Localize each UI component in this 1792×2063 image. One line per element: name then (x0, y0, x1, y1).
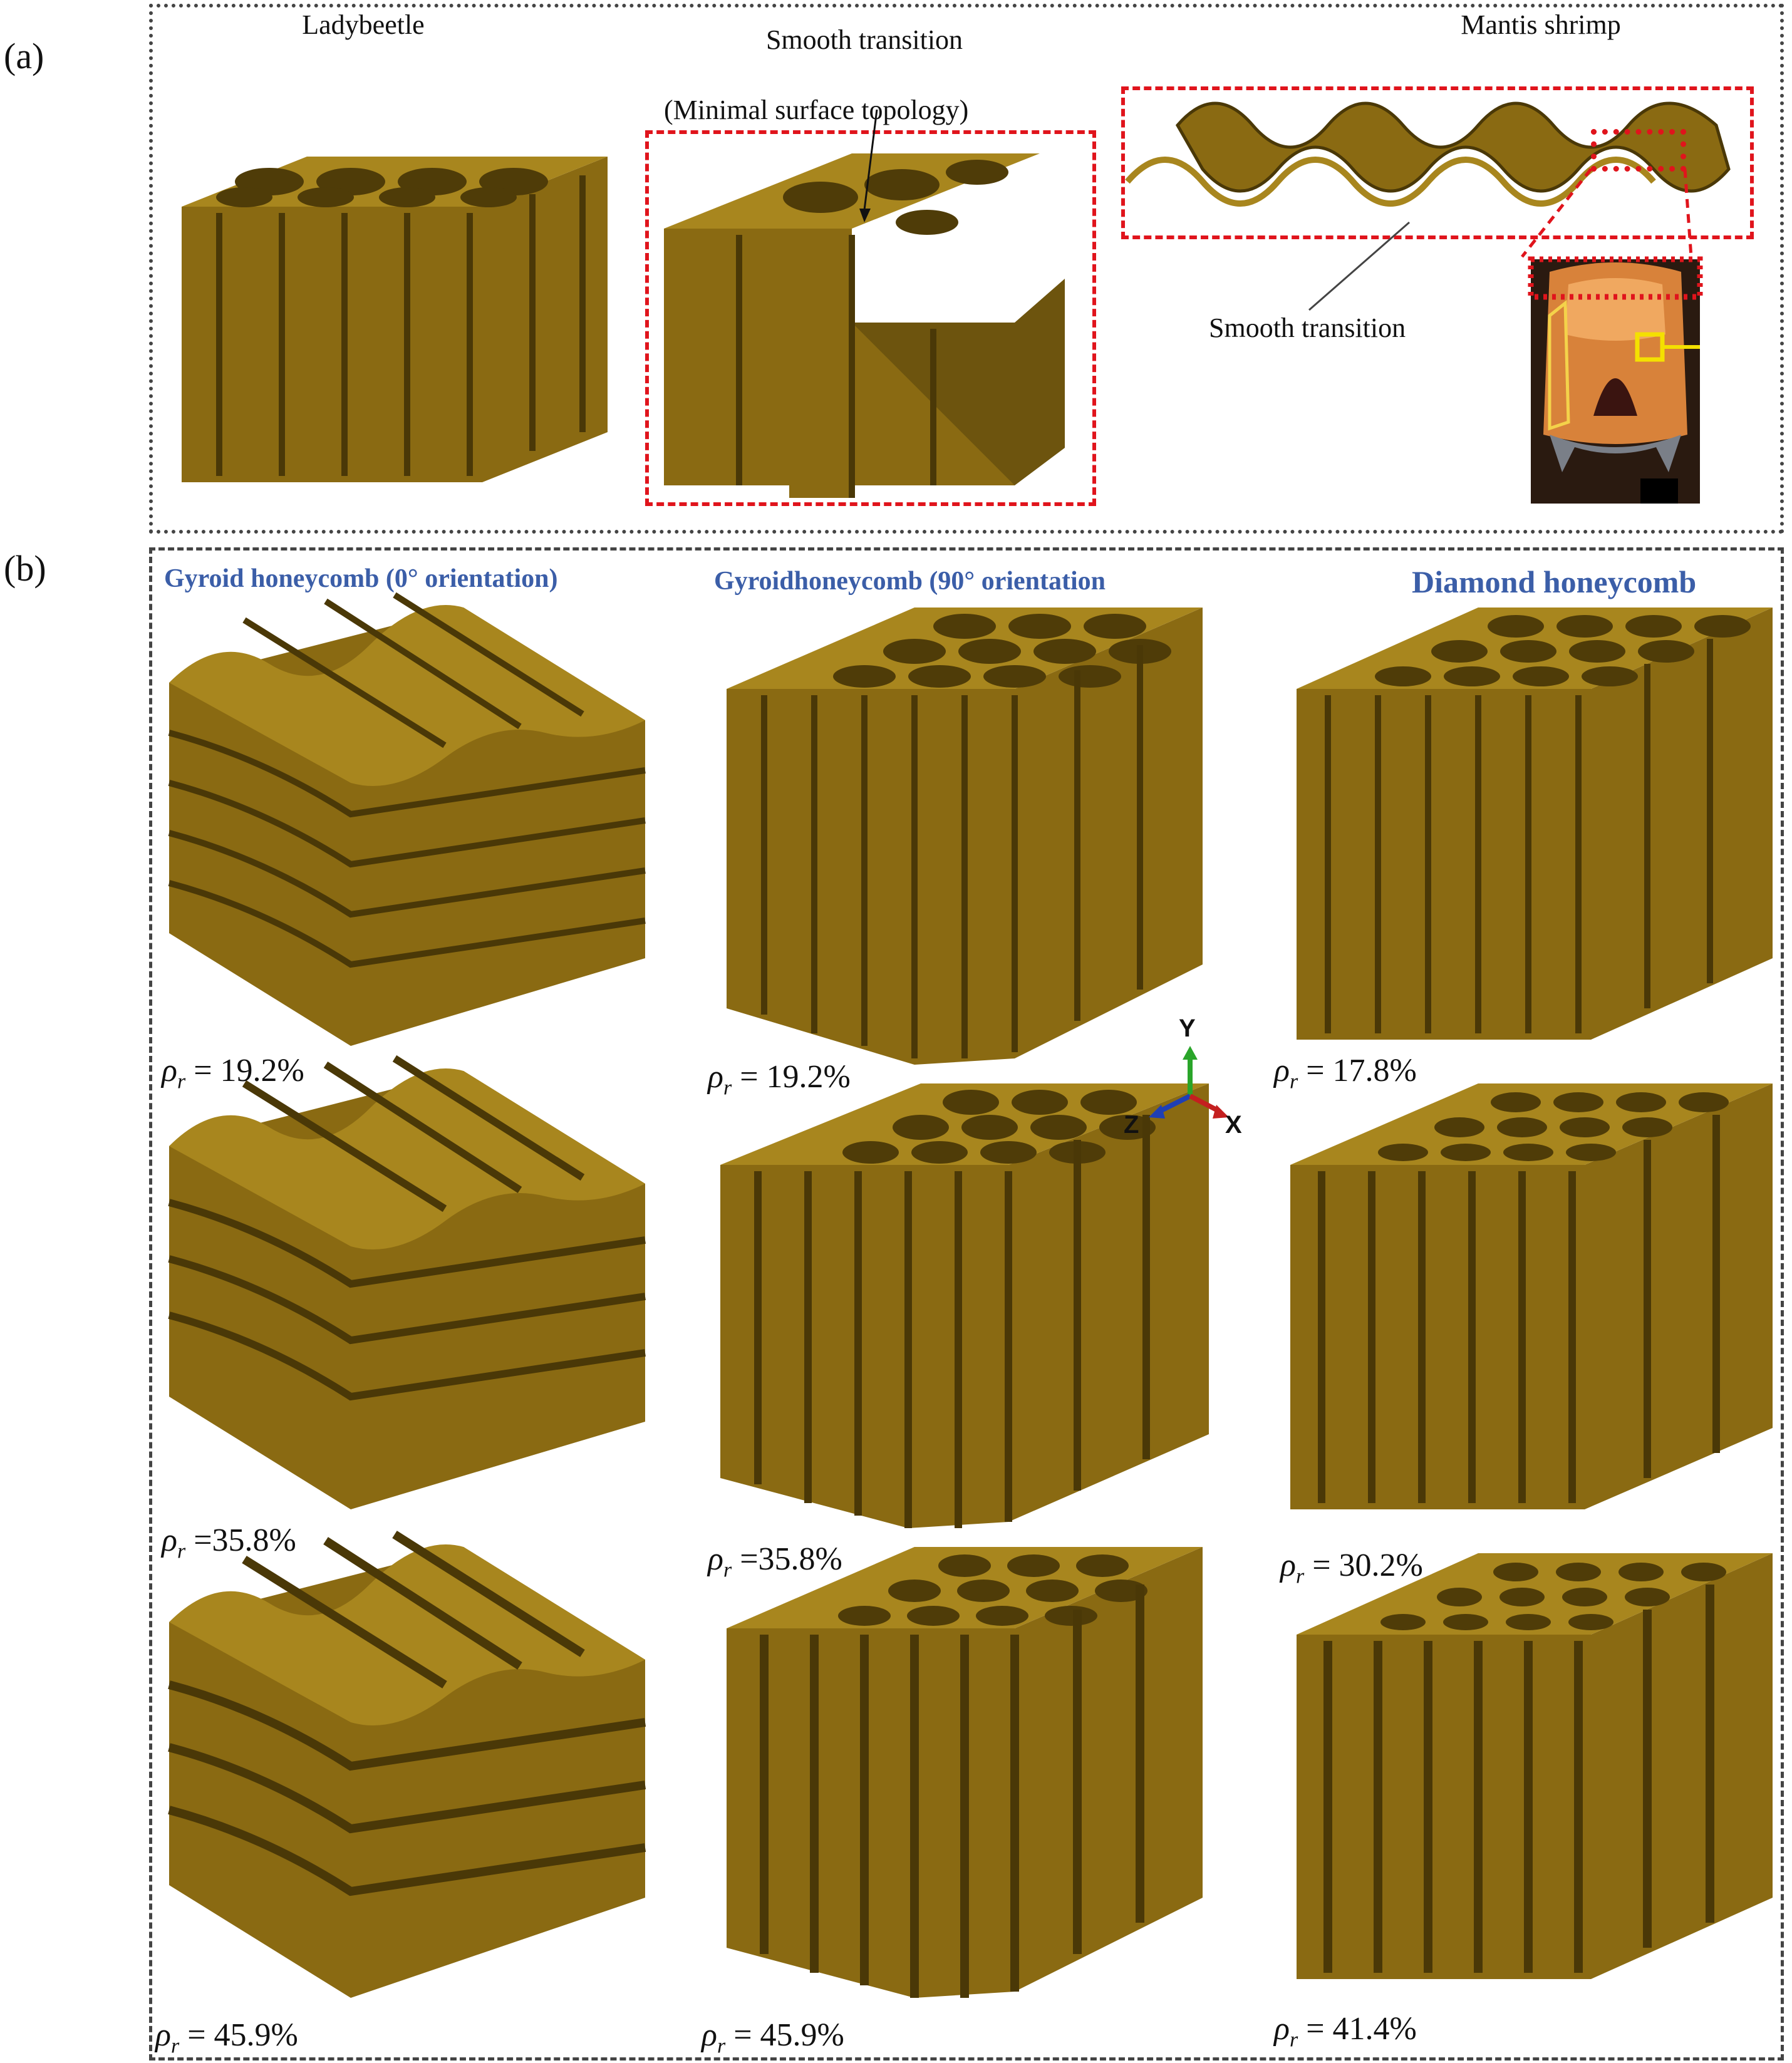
minimal-surface-annotation: (Minimal surface topology) (664, 95, 969, 125)
gyroid-90-model-2 (720, 1083, 1209, 1528)
panel-b-label: (b) (4, 548, 46, 589)
ladybeetle-honeycomb-model (182, 157, 608, 482)
panel-b-frame (149, 547, 1784, 2060)
mantis-shrimp-photo (1528, 256, 1703, 504)
gyroid-0-model-3 (168, 1531, 646, 1998)
panel-a-label: (a) (4, 36, 44, 76)
gyroid-90-model-3 (727, 1547, 1203, 1998)
mantis-shrimp-box (1121, 86, 1754, 239)
column-title-gyroid-90: Gyroidhoneycomb (90° orientation (714, 567, 1106, 596)
callout-line (1308, 221, 1410, 311)
column-title-diamond: Diamond honeycomb (1412, 564, 1697, 599)
density-label: ρr = 45.9% (702, 2017, 844, 2058)
axis-y-label: Y (1179, 1015, 1196, 1042)
panel-a-frame (149, 4, 1784, 534)
gyroid-0-model-1 (168, 592, 646, 1046)
smooth-transition-model (664, 109, 1065, 498)
density-label: ρr =35.8% (162, 1523, 296, 1563)
gyroid-0-model-2 (168, 1055, 646, 1509)
density-label: ρr =35.8% (708, 1541, 842, 1582)
title-smooth-transition: Smooth transition (765, 24, 963, 55)
column-title-gyroid-0: Gyroid honeycomb (0° orientation) (164, 564, 558, 593)
mantis-detail-selector (1591, 129, 1686, 172)
density-label: ρr = 30.2% (1280, 1548, 1423, 1588)
density-label: ρr = 45.9% (155, 2017, 298, 2058)
axis-x-label: X (1225, 1111, 1242, 1139)
mantis-shrimp-corrugated-model (1125, 101, 1731, 207)
smooth-transition-callout: Smooth transition (1209, 313, 1406, 343)
density-label: ρr = 17.8% (1274, 1053, 1417, 1094)
density-label: ρr = 41.4% (1274, 2011, 1417, 2052)
smooth-transition-box (645, 130, 1096, 506)
zoom-connector-lines (1521, 168, 1693, 258)
title-ladybeetle: Ladybeetle (302, 9, 425, 40)
density-label: ρr = 19.2% (708, 1059, 851, 1100)
density-label: ρr = 19.2% (162, 1053, 304, 1094)
xyz-axis-triad (1149, 1046, 1229, 1119)
title-mantis-shrimp: Mantis shrimp (1461, 9, 1621, 40)
axis-z-label: Z (1124, 1111, 1139, 1139)
diamond-model-3 (1297, 1553, 1773, 1979)
diamond-model-1 (1297, 608, 1773, 1040)
gyroid-90-model-1 (727, 608, 1203, 1065)
diamond-model-2 (1290, 1083, 1773, 1509)
